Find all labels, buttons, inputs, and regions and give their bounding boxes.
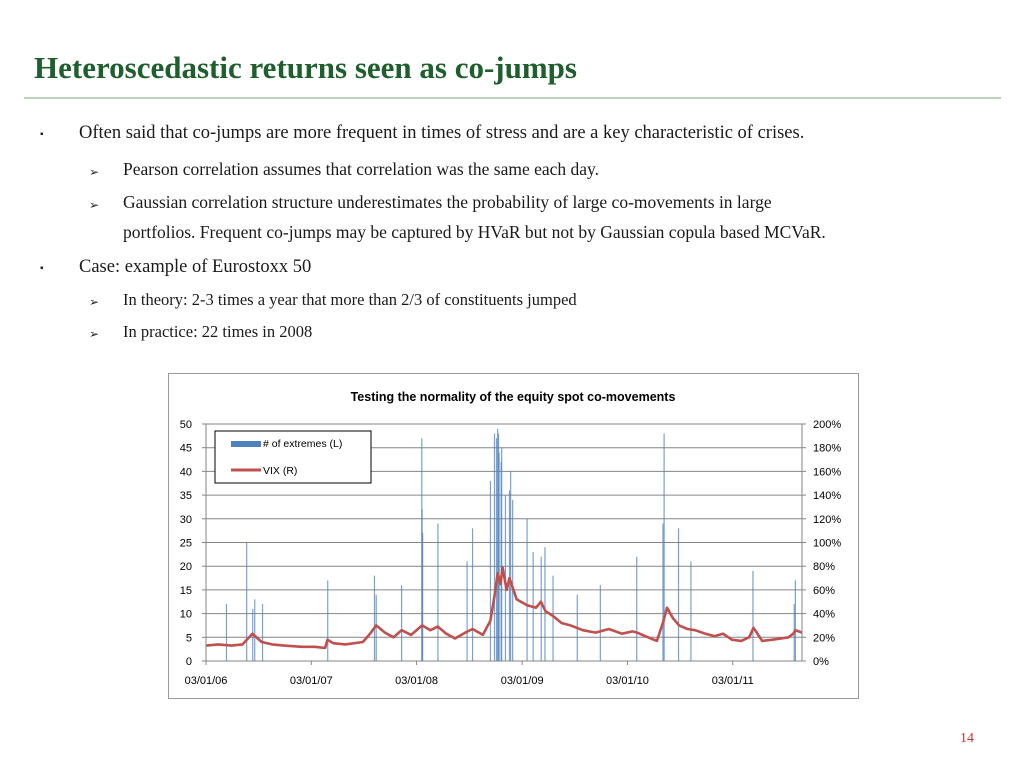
chart-legend: # of extremes (L) VIX (R) bbox=[214, 430, 372, 484]
legend-label-vix: VIX (R) bbox=[263, 465, 297, 477]
extremes-bar bbox=[508, 490, 511, 661]
x-tick-label: 03/01/07 bbox=[290, 675, 333, 687]
extremes-bar bbox=[495, 438, 498, 661]
y-right-tick-label: 0% bbox=[813, 656, 829, 668]
extremes-bar bbox=[261, 604, 264, 661]
extremes-bar bbox=[498, 452, 500, 661]
y-left-tick-label: 0 bbox=[186, 656, 192, 668]
y-left-tick-label: 15 bbox=[180, 585, 192, 597]
y-right-tick-label: 100% bbox=[813, 538, 841, 550]
sub-bullet-text: In practice: 22 times in 2008 bbox=[123, 322, 313, 341]
extremes-bar bbox=[552, 575, 554, 661]
slide-title: Heteroscedastic returns seen as co-jumps bbox=[34, 50, 577, 85]
extremes-bar bbox=[489, 480, 492, 661]
extremes-bar bbox=[225, 604, 228, 661]
extremes-bar bbox=[752, 570, 754, 661]
extremes-bar bbox=[375, 594, 377, 661]
y-left-tick-label: 10 bbox=[180, 609, 192, 621]
extremes-bar bbox=[493, 433, 496, 661]
legend-box bbox=[214, 430, 372, 484]
y-left-tick-label: 20 bbox=[180, 561, 192, 573]
x-tick-label: 03/01/11 bbox=[712, 675, 754, 687]
sub-bullet-text: Pearson correlation assumes that correla… bbox=[123, 159, 600, 179]
x-tick-label: 03/01/08 bbox=[395, 675, 438, 687]
title-divider bbox=[24, 97, 1001, 99]
y-right-tick-label: 200% bbox=[813, 419, 841, 431]
y-left-tick-label: 25 bbox=[180, 538, 192, 550]
y-right-tick-label: 120% bbox=[813, 514, 841, 526]
extremes-bar bbox=[471, 528, 474, 661]
bullet-text: Often said that co-jumps are more freque… bbox=[79, 123, 805, 143]
extremes-bar bbox=[422, 533, 424, 661]
x-tick-label: 03/01/10 bbox=[606, 675, 649, 687]
x-tick-label: 03/01/09 bbox=[501, 675, 544, 687]
y-left-tick-label: 30 bbox=[180, 514, 192, 526]
extremes-bar bbox=[254, 599, 256, 661]
extremes-bar bbox=[327, 580, 329, 661]
y-right-tick-label: 160% bbox=[813, 466, 841, 478]
extremes-bar bbox=[794, 580, 796, 661]
page-number: 14 bbox=[960, 731, 974, 746]
legend-label-extremes: # of extremes (L) bbox=[263, 438, 342, 450]
y-left-tick-label: 35 bbox=[180, 490, 192, 502]
extremes-bar bbox=[497, 428, 499, 661]
extremes-bar bbox=[662, 523, 664, 661]
sub-bullet-text: Gaussian correlation structure underesti… bbox=[123, 192, 772, 212]
extremes-bar bbox=[690, 561, 692, 661]
y-right-tick-label: 140% bbox=[813, 490, 841, 502]
y-right-tick-label: 20% bbox=[813, 632, 835, 644]
extremes-bar bbox=[663, 433, 665, 661]
sub-bullet-text: In theory: 2-3 times a year that more th… bbox=[123, 290, 577, 309]
extremes-bar bbox=[677, 528, 680, 661]
extremes-bar bbox=[512, 499, 514, 661]
extremes-bar bbox=[373, 575, 376, 661]
x-tick-label: 03/01/06 bbox=[185, 675, 228, 687]
chart-title: Testing the normality of the equity spot… bbox=[351, 390, 676, 404]
vix-line bbox=[205, 566, 803, 650]
extremes-bar bbox=[599, 585, 601, 661]
extremes-bar bbox=[246, 542, 248, 661]
y-right-tick-label: 40% bbox=[813, 609, 835, 621]
extremes-bar bbox=[636, 556, 638, 661]
arrow-bullet-icon: ➢ bbox=[89, 327, 100, 341]
y-right-tick-label: 180% bbox=[813, 443, 841, 455]
extremes-bar bbox=[466, 561, 468, 661]
y-left-tick-label: 40 bbox=[180, 466, 192, 478]
extremes-bar bbox=[526, 518, 528, 661]
arrow-bullet-icon: ➢ bbox=[89, 165, 100, 179]
y-right-tick-label: 60% bbox=[813, 585, 835, 597]
co-movements-chart: Testing the normality of the equity spot… bbox=[180, 390, 842, 687]
y-left-tick-label: 50 bbox=[180, 419, 192, 431]
chart-frame: Testing the normality of the equity spot… bbox=[168, 373, 859, 699]
extremes-bar bbox=[540, 556, 542, 661]
legend-swatch-extremes bbox=[231, 441, 261, 447]
y-left-tick-label: 5 bbox=[186, 632, 192, 644]
y-right-tick-label: 80% bbox=[813, 561, 835, 573]
extremes-bar bbox=[501, 447, 503, 661]
square-bullet-icon: ▪ bbox=[40, 129, 44, 140]
extremes-bar bbox=[510, 471, 512, 661]
sub-bullet-text-continued: portfolios. Frequent co-jumps may be cap… bbox=[123, 222, 826, 242]
square-bullet-icon: ▪ bbox=[40, 263, 44, 274]
y-left-tick-label: 45 bbox=[180, 443, 192, 455]
bullet-text: Case: example of Eurostoxx 50 bbox=[79, 257, 312, 277]
extremes-bar bbox=[544, 547, 546, 661]
extremes-bar bbox=[400, 585, 403, 661]
extremes-bar bbox=[437, 523, 439, 661]
arrow-bullet-icon: ➢ bbox=[89, 198, 100, 212]
arrow-bullet-icon: ➢ bbox=[89, 295, 100, 309]
